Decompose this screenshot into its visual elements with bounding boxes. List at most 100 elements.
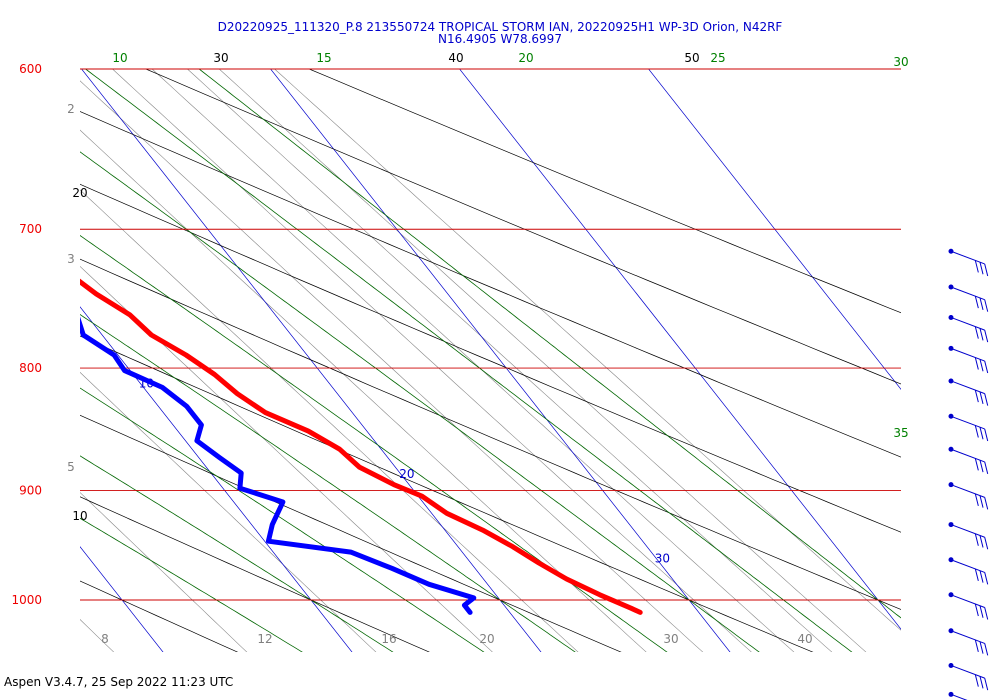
moist-adiabat-label: 35 bbox=[893, 426, 908, 440]
mixing-ratio-line bbox=[80, 371, 377, 652]
isobar-label: 900 bbox=[19, 483, 42, 497]
wind-barb-feather bbox=[984, 497, 989, 510]
wind-barb-feather bbox=[984, 330, 989, 343]
wind-barb-feather bbox=[974, 389, 979, 403]
wind-barb-staff bbox=[950, 594, 985, 608]
mixing-ratio-line bbox=[186, 69, 833, 652]
dry-adiabat-line bbox=[80, 258, 901, 610]
wind-barb-feather bbox=[974, 296, 979, 309]
dewpoint-profile-line bbox=[80, 316, 477, 615]
wind-barb-staff bbox=[950, 415, 985, 430]
dry-adiabat-label: 20 bbox=[72, 186, 87, 200]
dry-adiabat-label: 50 bbox=[684, 51, 699, 65]
moist-adiabat-line bbox=[198, 69, 901, 619]
wind-barb-feather bbox=[974, 639, 979, 653]
wind-barb-staff bbox=[950, 286, 985, 301]
chart-title-line1: D20220925_111320_P.8 213550724 TROPICAL … bbox=[217, 20, 783, 34]
wind-barb-feather bbox=[974, 674, 979, 687]
wind-barb-feather bbox=[979, 570, 984, 583]
wind-barb bbox=[948, 248, 989, 277]
wind-barb bbox=[948, 482, 989, 510]
wind-barb-feather bbox=[974, 260, 979, 273]
isotherm-line bbox=[459, 69, 901, 630]
wind-barb-feather bbox=[984, 643, 989, 656]
isobar-lines: 600 700 800 900 1000 bbox=[11, 62, 901, 607]
moist-adiabat-label: 30 bbox=[893, 55, 908, 69]
mixing-ratio-line bbox=[218, 69, 867, 652]
wind-barb-feather bbox=[979, 495, 984, 508]
wind-barb-feather bbox=[974, 326, 979, 339]
dry-adiabat-line bbox=[80, 496, 430, 652]
mixing-ratio-line bbox=[151, 69, 795, 652]
mixing-ratio-label: 16 bbox=[381, 632, 396, 646]
dry-adiabat-line bbox=[80, 580, 239, 652]
wind-barb bbox=[948, 628, 989, 656]
wind-barb-feather bbox=[984, 572, 989, 585]
moist-adiabat-label: 10 bbox=[112, 51, 127, 65]
wind-barb-staff bbox=[950, 380, 985, 395]
isotherm-line bbox=[270, 69, 731, 652]
moist-adiabat-line bbox=[80, 235, 668, 652]
dry-adiabat-lines bbox=[80, 69, 901, 652]
isotherm-line bbox=[80, 306, 353, 652]
isobar-label: 600 bbox=[19, 62, 42, 76]
wind-barb-feather bbox=[974, 357, 979, 370]
wind-barb-staff bbox=[950, 693, 968, 700]
mixing-ratio-label: 40 bbox=[797, 632, 812, 646]
wind-barb-feather bbox=[974, 458, 979, 471]
wind-barb-feather bbox=[979, 641, 984, 654]
wind-barb-feather bbox=[984, 263, 989, 277]
wind-barb-feather bbox=[979, 328, 984, 341]
dry-adiabat-line bbox=[308, 69, 901, 314]
wind-barbs bbox=[948, 248, 989, 700]
mixing-ratio-label: 30 bbox=[663, 632, 678, 646]
wind-barb-feather bbox=[984, 360, 989, 374]
mixing-ratio-line bbox=[0, 0, 42, 680]
moist-adiabat-line bbox=[80, 517, 303, 652]
mixing-ratio-label: 5 bbox=[67, 460, 75, 474]
isobar-label: 800 bbox=[19, 361, 42, 375]
wind-barb bbox=[948, 691, 968, 700]
moist-adiabat-line bbox=[80, 387, 485, 652]
moist-adiabat-label: 25 bbox=[710, 51, 725, 65]
wind-barb-feather bbox=[984, 537, 989, 550]
mixing-ratio-line bbox=[80, 265, 493, 652]
wind-barb-feather bbox=[984, 393, 989, 406]
wind-barb-feather bbox=[984, 678, 989, 691]
wind-barb-feather bbox=[974, 493, 979, 506]
isobar-label: 700 bbox=[19, 222, 42, 236]
wind-barb-feather bbox=[984, 461, 989, 475]
mixing-ratio-line bbox=[112, 69, 752, 652]
wind-barb bbox=[948, 345, 989, 374]
mixing-ratio-line bbox=[80, 492, 248, 652]
wind-barb-feather bbox=[974, 425, 979, 438]
mixing-ratio-label: 8 bbox=[101, 632, 109, 646]
mixing-ratio-line bbox=[80, 189, 579, 652]
moist-adiabat-lines bbox=[80, 69, 901, 652]
wind-barb-feather bbox=[984, 299, 989, 312]
wind-barb-staff bbox=[950, 448, 985, 463]
wind-barb-feather bbox=[974, 533, 979, 546]
dry-adiabat-label: 30 bbox=[213, 51, 228, 65]
wind-barb-feather bbox=[979, 359, 984, 372]
isobar-label: 1000 bbox=[11, 593, 42, 607]
wind-barb-feather bbox=[979, 297, 984, 311]
mixing-ratio-line bbox=[80, 129, 647, 652]
mixing-ratio-label: 12 bbox=[257, 632, 272, 646]
isotherm-line bbox=[80, 546, 164, 652]
wind-barb bbox=[948, 284, 989, 312]
isotherm-label: 30 bbox=[655, 552, 670, 566]
wind-barb-staff bbox=[950, 316, 985, 331]
moist-adiabat-line bbox=[80, 151, 760, 652]
wind-barb bbox=[948, 592, 989, 620]
dry-adiabat-line bbox=[80, 335, 814, 652]
dry-adiabat-line bbox=[80, 183, 901, 533]
wind-barb-staff bbox=[950, 250, 985, 265]
wind-barb bbox=[948, 662, 989, 691]
wind-barb-feather bbox=[979, 676, 984, 689]
moist-adiabat-label: 20 bbox=[518, 51, 533, 65]
wind-barb-feather bbox=[979, 427, 984, 440]
sounding-profiles bbox=[80, 278, 643, 615]
mixing-ratio-lines bbox=[0, 0, 901, 680]
